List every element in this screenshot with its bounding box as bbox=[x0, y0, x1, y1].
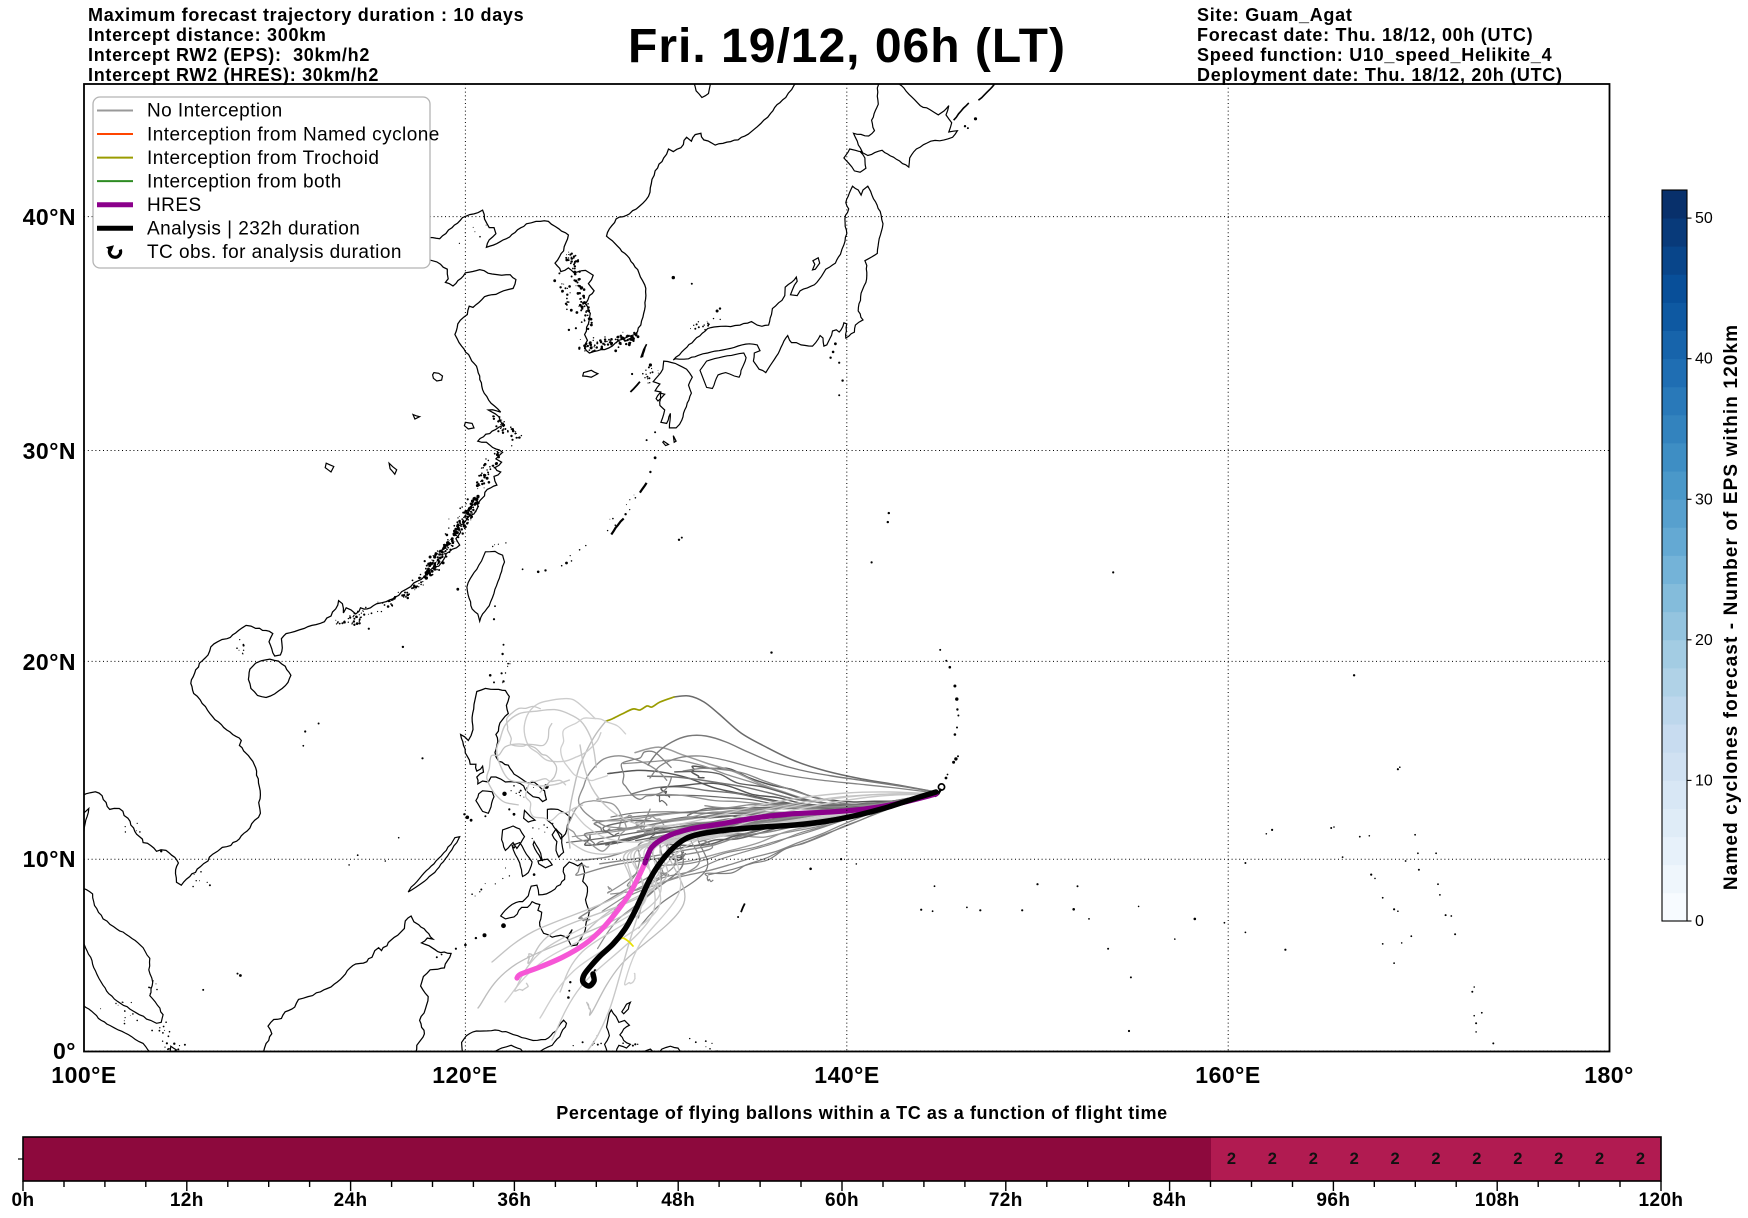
svg-text:160°E: 160°E bbox=[1195, 1062, 1260, 1088]
svg-text:100°E: 100°E bbox=[51, 1062, 116, 1088]
svg-text:24h: 24h bbox=[334, 1190, 368, 1211]
svg-text:2: 2 bbox=[1431, 1150, 1440, 1168]
svg-text:120°E: 120°E bbox=[432, 1062, 497, 1088]
svg-text:Maximum forecast trajectory du: Maximum forecast trajectory duration : 1… bbox=[88, 5, 524, 25]
svg-text:2: 2 bbox=[1391, 1150, 1400, 1168]
svg-text:Interception from Named cyclon: Interception from Named cyclone bbox=[147, 124, 440, 145]
svg-text:10°N: 10°N bbox=[23, 846, 76, 872]
svg-text:20°N: 20°N bbox=[23, 649, 76, 675]
svg-text:TC obs. for analysis duration: TC obs. for analysis duration bbox=[147, 242, 402, 263]
svg-text:Forecast date: Thu. 18/12, 00h: Forecast date: Thu. 18/12, 00h (UTC) bbox=[1197, 25, 1533, 45]
svg-text:108h: 108h bbox=[1475, 1190, 1520, 1211]
svg-text:2: 2 bbox=[1554, 1150, 1563, 1168]
svg-text:2: 2 bbox=[1309, 1150, 1318, 1168]
svg-text:Intercept RW2 (EPS): 30km/h2: Intercept RW2 (EPS): 30km/h2 bbox=[88, 45, 370, 65]
svg-text:50: 50 bbox=[1695, 210, 1713, 227]
svg-text:20: 20 bbox=[1695, 632, 1713, 649]
svg-text:Deployment date: Thu. 18/12, 2: Deployment date: Thu. 18/12, 20h (UTC) bbox=[1197, 65, 1563, 85]
svg-text:120h: 120h bbox=[1639, 1190, 1684, 1211]
svg-text:96h: 96h bbox=[1316, 1190, 1350, 1211]
svg-text:40°N: 40°N bbox=[23, 204, 76, 230]
svg-text:Site: Guam_Agat: Site: Guam_Agat bbox=[1197, 5, 1353, 25]
svg-text:12h: 12h bbox=[170, 1190, 204, 1211]
svg-text:48h: 48h bbox=[661, 1190, 695, 1211]
svg-text:Intercept distance: 300km: Intercept distance: 300km bbox=[88, 25, 327, 45]
svg-text:2: 2 bbox=[1350, 1150, 1359, 1168]
svg-text:No Interception: No Interception bbox=[147, 101, 283, 122]
svg-text:72h: 72h bbox=[989, 1190, 1023, 1211]
svg-text:0: 0 bbox=[1695, 913, 1704, 930]
svg-text:60h: 60h bbox=[825, 1190, 859, 1211]
svg-text:0h: 0h bbox=[12, 1190, 35, 1211]
svg-text:140°E: 140°E bbox=[814, 1062, 879, 1088]
svg-text:2: 2 bbox=[1472, 1150, 1481, 1168]
svg-text:Percentage of flying ballons w: Percentage of flying ballons within a TC… bbox=[556, 1103, 1167, 1123]
svg-text:40: 40 bbox=[1695, 351, 1713, 368]
svg-text:10: 10 bbox=[1695, 772, 1713, 789]
svg-text:Fri. 19/12, 06h (LT): Fri. 19/12, 06h (LT) bbox=[628, 20, 1066, 73]
svg-text:0°: 0° bbox=[53, 1038, 76, 1064]
svg-text:HRES: HRES bbox=[147, 195, 202, 216]
svg-text:36h: 36h bbox=[497, 1190, 531, 1211]
svg-text:Speed function: U10_speed_Heli: Speed function: U10_speed_Helikite_4 bbox=[1197, 45, 1552, 65]
svg-text:Named cyclones forecast - Numb: Named cyclones forecast - Number of EPS … bbox=[1721, 324, 1742, 890]
svg-text:2: 2 bbox=[1227, 1150, 1236, 1168]
svg-text:84h: 84h bbox=[1153, 1190, 1187, 1211]
svg-text:30: 30 bbox=[1695, 491, 1713, 508]
svg-text:Intercept RW2 (HRES): 30km/h2: Intercept RW2 (HRES): 30km/h2 bbox=[88, 65, 379, 85]
svg-text:Interception from Trochoid: Interception from Trochoid bbox=[147, 148, 379, 169]
svg-text:Analysis | 232h duration: Analysis | 232h duration bbox=[147, 218, 360, 239]
svg-text:2: 2 bbox=[1513, 1150, 1522, 1168]
svg-text:2: 2 bbox=[1268, 1150, 1277, 1168]
svg-text:Interception from both: Interception from both bbox=[147, 171, 342, 192]
svg-text:2: 2 bbox=[1595, 1150, 1604, 1168]
svg-text:2: 2 bbox=[1636, 1150, 1645, 1168]
svg-text:30°N: 30°N bbox=[23, 438, 76, 464]
svg-text:180°: 180° bbox=[1584, 1062, 1634, 1088]
